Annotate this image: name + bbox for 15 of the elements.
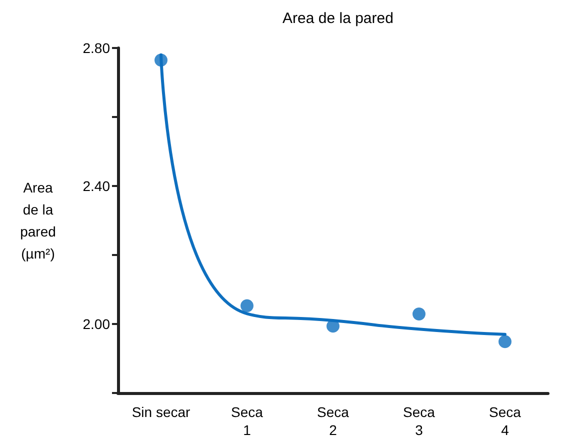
point: [154, 54, 168, 67]
point: [498, 335, 512, 348]
x-tick-label: Seca 2: [317, 404, 350, 438]
chart-title: Area de la pared: [282, 10, 394, 27]
y-tick-label: 2.00: [82, 316, 110, 332]
point: [326, 320, 340, 333]
y-tick-label: 2.40: [82, 178, 110, 194]
point: [412, 308, 426, 320]
y-axis-title: Area de la pared (µm²): [20, 180, 56, 262]
x-tick-label: Seca 1: [231, 404, 264, 438]
point: [240, 299, 254, 312]
y-tick-label: 2.80: [82, 40, 110, 56]
x-tick-label: Seca 3: [403, 404, 436, 438]
x-tick-label: Seca 4: [489, 404, 522, 438]
x-tick-label: Sin secar: [132, 404, 191, 420]
